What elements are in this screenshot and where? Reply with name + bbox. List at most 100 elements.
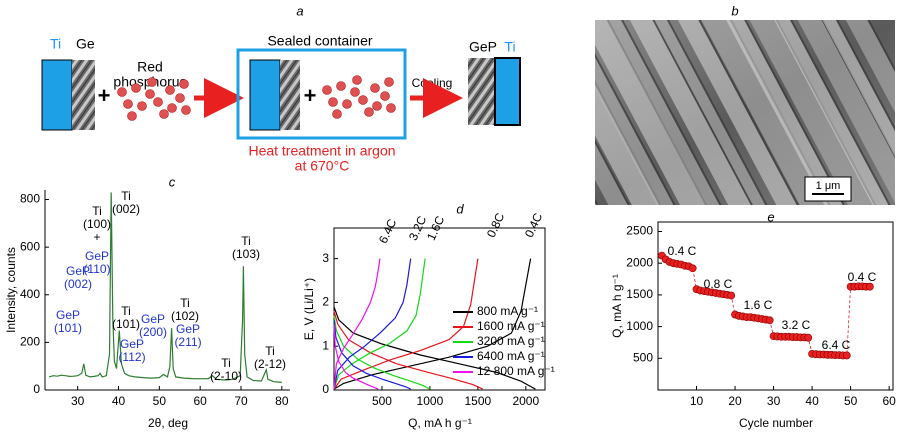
dot — [352, 75, 362, 85]
crystal — [595, 20, 646, 205]
curve — [333, 315, 431, 390]
annotation: GeP — [176, 322, 200, 336]
annotation: (200) — [139, 325, 167, 339]
dot — [131, 83, 141, 93]
crystal — [619, 20, 769, 205]
point — [804, 333, 813, 342]
curve — [333, 258, 479, 390]
point — [688, 264, 697, 273]
ti-block — [494, 57, 521, 126]
dot — [350, 87, 360, 97]
gep-layer — [468, 58, 495, 125]
y-tick-label: 2000 — [626, 255, 653, 269]
x-tick-label: 1000 — [417, 394, 444, 408]
ge-layer — [72, 60, 95, 130]
ge-label: Ge — [76, 36, 95, 52]
y-tick-label: 800 — [20, 192, 40, 206]
x-tick-label: 10 — [690, 394, 704, 408]
curve — [333, 258, 426, 390]
dot — [137, 101, 147, 111]
gep-label: GeP — [469, 39, 497, 55]
ti-block — [249, 59, 281, 131]
ti-label: Ti — [504, 39, 515, 55]
crystal-edge — [821, 20, 895, 205]
x-axis-label: Q, mA h g⁻¹ — [408, 416, 472, 430]
legend-label: 800 mA g⁻¹ — [477, 304, 538, 318]
crystal — [762, 20, 895, 205]
y-tick-label: 600 — [20, 239, 40, 253]
legend-label: 12 800 mA g⁻¹ — [477, 364, 555, 378]
y-tick-label: 2 — [322, 295, 329, 309]
x-tick-label: 50 — [153, 394, 167, 408]
plot-frame — [333, 227, 546, 391]
y-tick-label: 200 — [20, 335, 40, 349]
annotation: Ti — [265, 344, 275, 358]
crystal-edge — [682, 20, 817, 205]
point — [842, 351, 851, 360]
annotation: (100) — [83, 217, 111, 231]
x-tick-label: 30 — [767, 394, 781, 408]
crystal-edge — [606, 20, 740, 205]
dot — [332, 109, 342, 119]
annotation: 0.4 C — [848, 270, 877, 284]
crystal-edge — [595, 20, 648, 205]
dot — [153, 97, 163, 107]
plus: + — [304, 83, 317, 108]
dot — [342, 99, 352, 109]
line — [48, 192, 282, 383]
x-tick-label: 60 — [193, 394, 207, 408]
crystal — [642, 20, 784, 205]
crystal — [739, 20, 892, 205]
annotation: (110) — [83, 262, 110, 276]
annotation: 0.4 C — [668, 244, 697, 258]
crystal — [595, 20, 723, 205]
crystal-edge — [636, 20, 771, 205]
curve — [333, 319, 411, 390]
annotation: (2-12) — [254, 357, 286, 371]
dot — [386, 103, 396, 113]
crystal-edge — [775, 20, 895, 205]
dot — [167, 103, 177, 113]
dot — [145, 89, 155, 99]
heat-label: at 670°C — [295, 158, 350, 174]
crystal — [787, 20, 895, 205]
x-tick-label: 50 — [844, 394, 858, 408]
dot — [384, 77, 394, 87]
annotation: 6.4C — [376, 216, 400, 245]
y-axis-label: Intensity, counts — [4, 247, 18, 333]
dot — [372, 101, 382, 111]
annotation: (002) — [112, 202, 140, 216]
annotation: 3.2 C — [782, 318, 811, 332]
phosphorus-dots — [322, 75, 396, 119]
heat-label: Heat treatment in argon — [248, 143, 395, 159]
ge-layer — [280, 60, 300, 130]
point — [865, 282, 874, 291]
crystal — [595, 20, 738, 205]
annotation: (102) — [171, 309, 199, 323]
panel-label: c — [169, 174, 176, 189]
x-tick-label: 70 — [234, 394, 248, 408]
legend-label: 6400 mA g⁻¹ — [477, 349, 545, 363]
crystal — [810, 20, 895, 205]
dot — [336, 81, 346, 91]
dot — [117, 87, 127, 97]
dot — [147, 77, 157, 87]
dot — [127, 111, 137, 121]
crystal — [835, 20, 895, 205]
y-tick-label: 0 — [33, 382, 40, 396]
ti-block — [41, 59, 73, 131]
annotation: 1.6 C — [744, 298, 773, 312]
dot — [358, 95, 368, 105]
x-tick-label: 60 — [882, 394, 896, 408]
scheme: a Ti Ge + Red phosphorus Sealed containe… — [41, 3, 521, 174]
x-tick-label: 500 — [372, 394, 392, 408]
crystal — [667, 20, 815, 205]
annotation: GeP — [85, 249, 109, 263]
x-tick-label: 1500 — [465, 394, 492, 408]
annotation: 0.8 C — [704, 277, 733, 291]
point — [727, 291, 736, 300]
crystal-edge — [595, 20, 694, 205]
y-tick-label: 400 — [20, 287, 40, 301]
curve — [333, 258, 381, 390]
